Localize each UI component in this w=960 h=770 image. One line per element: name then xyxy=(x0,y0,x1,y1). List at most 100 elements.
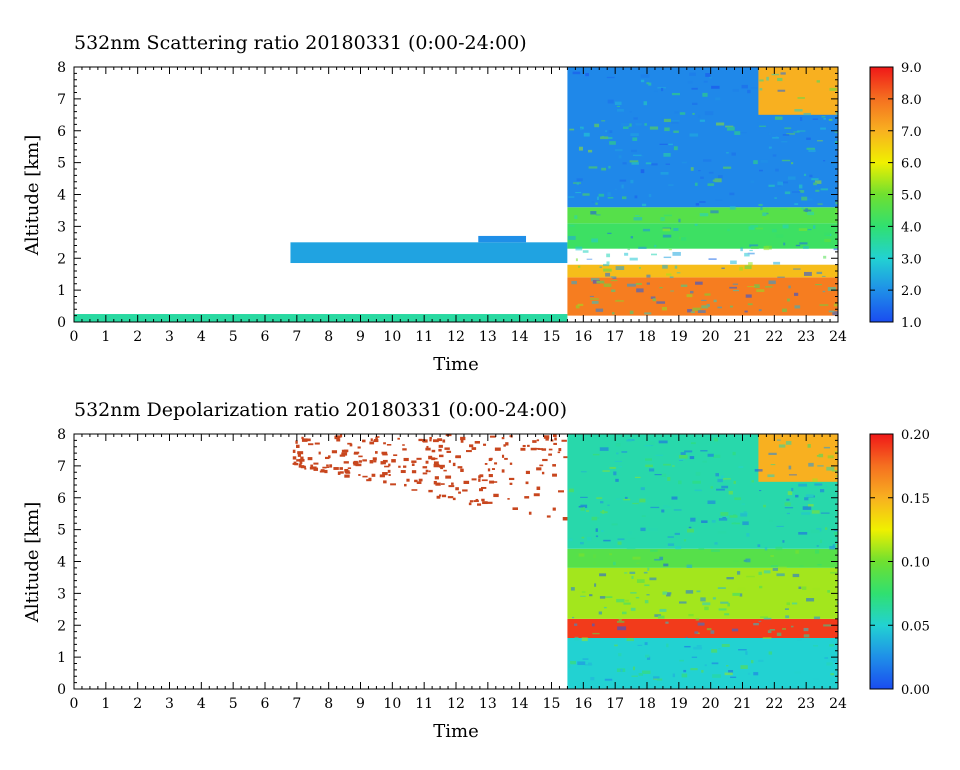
texture-cell xyxy=(775,168,779,172)
texture-cell xyxy=(782,224,789,229)
texture-cell xyxy=(570,587,575,591)
speckle-mark xyxy=(471,447,477,450)
texture-cell xyxy=(835,152,838,155)
speckle-mark xyxy=(402,444,405,446)
texture-cell xyxy=(630,236,634,239)
speckle-mark xyxy=(435,482,441,486)
texture-cell xyxy=(616,105,620,107)
speckle-mark xyxy=(509,482,513,485)
speckle-mark xyxy=(352,461,359,465)
speckle-mark xyxy=(488,458,492,462)
texture-cell xyxy=(702,460,707,463)
texture-cell xyxy=(746,533,750,537)
texture-cell xyxy=(632,556,641,560)
texture-cell xyxy=(732,283,739,285)
speckle-mark xyxy=(439,494,442,497)
texture-cell xyxy=(580,595,586,597)
texture-cell xyxy=(777,77,783,82)
speckle-mark xyxy=(306,438,311,442)
x-tick-label: 1 xyxy=(101,696,110,712)
texture-cell xyxy=(731,152,736,156)
texture-cell xyxy=(622,162,627,165)
texture-cell xyxy=(683,669,687,673)
x-tick-label: 21 xyxy=(734,329,752,345)
texture-cell xyxy=(703,159,712,162)
speckle-mark xyxy=(455,456,459,458)
texture-cell xyxy=(646,594,650,596)
x-tick-label: 6 xyxy=(261,329,270,345)
texture-cell xyxy=(801,512,811,515)
x-tick-label: 22 xyxy=(765,696,783,712)
texture-cell xyxy=(589,594,593,597)
colorbar-tick-label: 5.0 xyxy=(901,189,922,204)
texture-cell xyxy=(638,267,641,269)
texture-cell xyxy=(748,262,753,266)
speckle-mark xyxy=(373,460,377,463)
texture-cell xyxy=(592,453,600,456)
speckle-mark xyxy=(416,457,422,460)
speckle-mark xyxy=(488,474,493,478)
speckle-mark xyxy=(443,469,447,472)
speckle-mark xyxy=(337,471,341,475)
texture-cell xyxy=(596,280,605,284)
texture-cell xyxy=(662,505,671,509)
texture-cell xyxy=(718,608,727,611)
speckle-mark xyxy=(418,478,423,482)
x-tick-label: 16 xyxy=(574,696,592,712)
speckle-mark xyxy=(426,445,429,449)
speckle-mark xyxy=(425,447,431,451)
x-tick-label: 23 xyxy=(797,329,815,345)
texture-cell xyxy=(637,644,643,646)
speckle-mark xyxy=(341,452,348,456)
texture-cell xyxy=(591,516,598,521)
texture-cell xyxy=(746,575,755,578)
speckle-mark xyxy=(561,439,567,442)
x-tick-label: 7 xyxy=(292,696,301,712)
texture-cell xyxy=(638,672,644,676)
speckle-mark xyxy=(422,466,428,469)
texture-cell xyxy=(615,443,621,447)
texture-cell xyxy=(770,464,776,466)
speckle-mark xyxy=(444,447,450,450)
texture-cell xyxy=(595,528,598,532)
x-tick-label: 24 xyxy=(829,329,847,345)
speckle-mark xyxy=(530,447,537,451)
texture-cell xyxy=(799,190,805,193)
texture-cell xyxy=(642,670,651,674)
speckle-mark xyxy=(524,496,530,499)
texture-cell xyxy=(774,197,777,199)
speckle-mark xyxy=(438,444,443,448)
texture-cell xyxy=(672,465,675,467)
speckle-mark xyxy=(411,470,417,474)
texture-cell xyxy=(707,500,716,505)
texture-cell xyxy=(599,573,607,577)
colorbar-tick-label: 0.20 xyxy=(901,428,930,443)
texture-cell xyxy=(678,480,682,485)
texture-cell xyxy=(618,155,622,159)
speckle-mark xyxy=(383,442,386,445)
texture-cell xyxy=(663,118,671,123)
speckle-mark xyxy=(468,502,472,506)
speckle-mark xyxy=(537,448,543,450)
texture-cell xyxy=(595,202,598,205)
texture-cell xyxy=(616,598,625,603)
texture-cell xyxy=(691,656,698,658)
speckle-mark xyxy=(505,442,509,446)
speckle-mark xyxy=(295,440,298,444)
texture-cell xyxy=(630,133,639,136)
texture-cell xyxy=(653,676,660,680)
speckle-mark xyxy=(548,448,553,451)
texture-cell xyxy=(758,309,762,312)
speckle-mark xyxy=(400,470,406,474)
speckle-mark xyxy=(362,475,368,478)
texture-cell xyxy=(799,564,804,567)
speckle-mark xyxy=(445,475,452,479)
speckle-mark xyxy=(458,491,461,494)
texture-cell xyxy=(650,253,657,256)
texture-cell xyxy=(680,452,686,456)
texture-cell xyxy=(749,244,759,247)
texture-cell xyxy=(714,437,718,442)
texture-cell xyxy=(768,280,776,285)
texture-cell xyxy=(753,623,759,626)
texture-cell xyxy=(572,616,575,619)
